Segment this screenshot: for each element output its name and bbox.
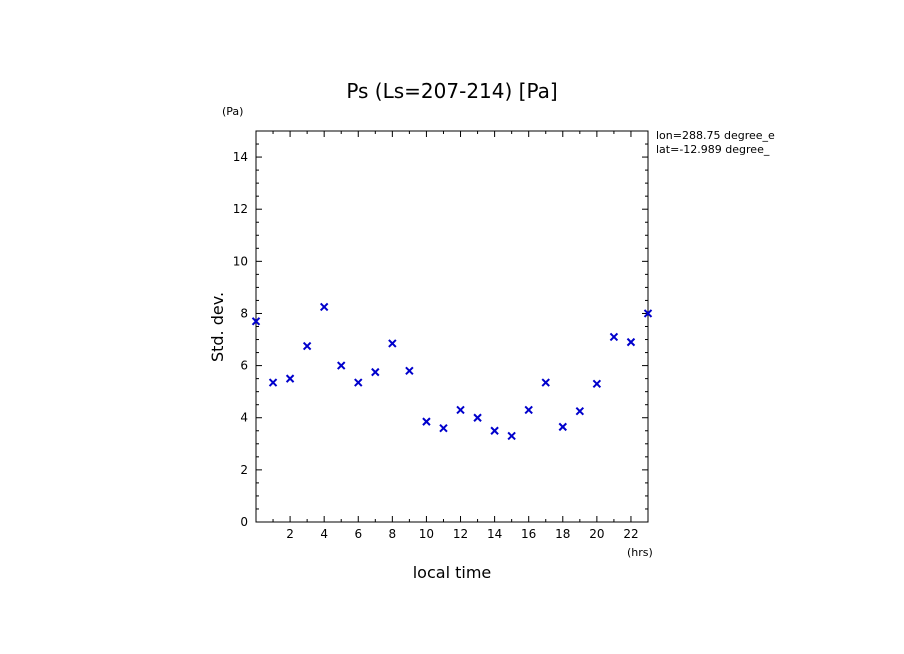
x-tick-label: 22: [623, 527, 638, 541]
data-point: [319, 302, 329, 312]
axis-ticks: [256, 131, 648, 522]
data-point: [609, 332, 619, 342]
data-point: [268, 378, 278, 387]
x-tick-label: 2: [286, 527, 294, 541]
data-point: [626, 337, 636, 347]
data-point: [592, 379, 602, 389]
y-axis-label: Std. dev.: [208, 292, 227, 362]
x-tick-label: 10: [419, 527, 434, 541]
data-point-stroke: [268, 378, 278, 387]
x-axis-label: local time: [413, 563, 492, 582]
data-point-stroke: [507, 431, 516, 441]
data-point: [251, 317, 261, 326]
data-point-stroke: [541, 378, 550, 387]
y-tick-label: 10: [233, 254, 248, 268]
data-point: [337, 361, 346, 370]
data-point: [371, 367, 380, 377]
plot-frame: [255, 130, 649, 523]
data-point: [354, 378, 363, 387]
annotation-lon: lon=288.75 degree_e: [656, 129, 775, 142]
data-point: [388, 339, 397, 348]
data-point: [285, 374, 295, 383]
annotation-lat: lat=-12.989 degree_: [656, 143, 770, 156]
tick-labels: 2 4 6 8 10 12 14 16 18 20 22 0 2 4 6 8 10 12 14: [233, 150, 639, 541]
data-point-stroke: [302, 341, 312, 351]
data-point: [490, 426, 499, 435]
y-unit-label: (Pa): [222, 105, 243, 118]
x-tick-label: 18: [555, 527, 570, 541]
y-tick-label: 2: [240, 463, 248, 477]
data-point-stroke: [558, 422, 567, 432]
y-tick-label: 8: [240, 306, 248, 320]
data-point-stroke: [354, 378, 363, 387]
data-point-stroke: [575, 407, 585, 416]
data-point-stroke: [490, 426, 499, 435]
data-point-stroke: [524, 405, 533, 415]
data-point-stroke: [337, 361, 346, 370]
x-tick-label: 16: [521, 527, 536, 541]
data-point-stroke: [405, 366, 414, 376]
data-point-stroke: [592, 379, 602, 389]
x-tick-label: 8: [389, 527, 397, 541]
data-points: [251, 302, 653, 441]
data-point-stroke: [251, 317, 261, 326]
x-tick-label: 20: [589, 527, 604, 541]
data-point: [541, 378, 550, 387]
data-point: [643, 309, 653, 318]
data-point-stroke: [371, 367, 380, 377]
data-point-stroke: [456, 405, 465, 415]
data-point-stroke: [388, 339, 397, 348]
data-point: [473, 413, 482, 422]
data-point: [558, 422, 567, 432]
data-point: [302, 341, 312, 351]
y-tick-label: 14: [233, 150, 248, 164]
y-tick-label: 12: [233, 202, 248, 216]
x-tick-label: 14: [487, 527, 502, 541]
x-tick-label: 4: [320, 527, 328, 541]
data-point-stroke: [643, 309, 653, 318]
data-point: [524, 405, 533, 415]
x-tick-label: 6: [354, 527, 362, 541]
data-point: [456, 405, 465, 415]
data-point-stroke: [626, 337, 636, 347]
chart-title: Ps (Ls=207-214) [Pa]: [346, 79, 557, 103]
y-tick-label: 0: [240, 515, 248, 529]
data-point-stroke: [439, 423, 448, 433]
data-point-stroke: [319, 302, 329, 312]
data-point-stroke: [285, 374, 295, 383]
y-tick-label: 4: [240, 411, 248, 425]
data-point: [405, 366, 414, 376]
data-point: [439, 423, 448, 433]
x-tick-label: 12: [453, 527, 468, 541]
data-point: [422, 417, 431, 426]
data-point: [507, 431, 516, 441]
data-point-stroke: [609, 332, 619, 342]
y-tick-label: 6: [240, 359, 248, 373]
x-unit-label: (hrs): [627, 546, 653, 559]
data-point-stroke: [473, 413, 482, 422]
data-point-stroke: [422, 417, 431, 426]
data-point: [575, 407, 585, 416]
